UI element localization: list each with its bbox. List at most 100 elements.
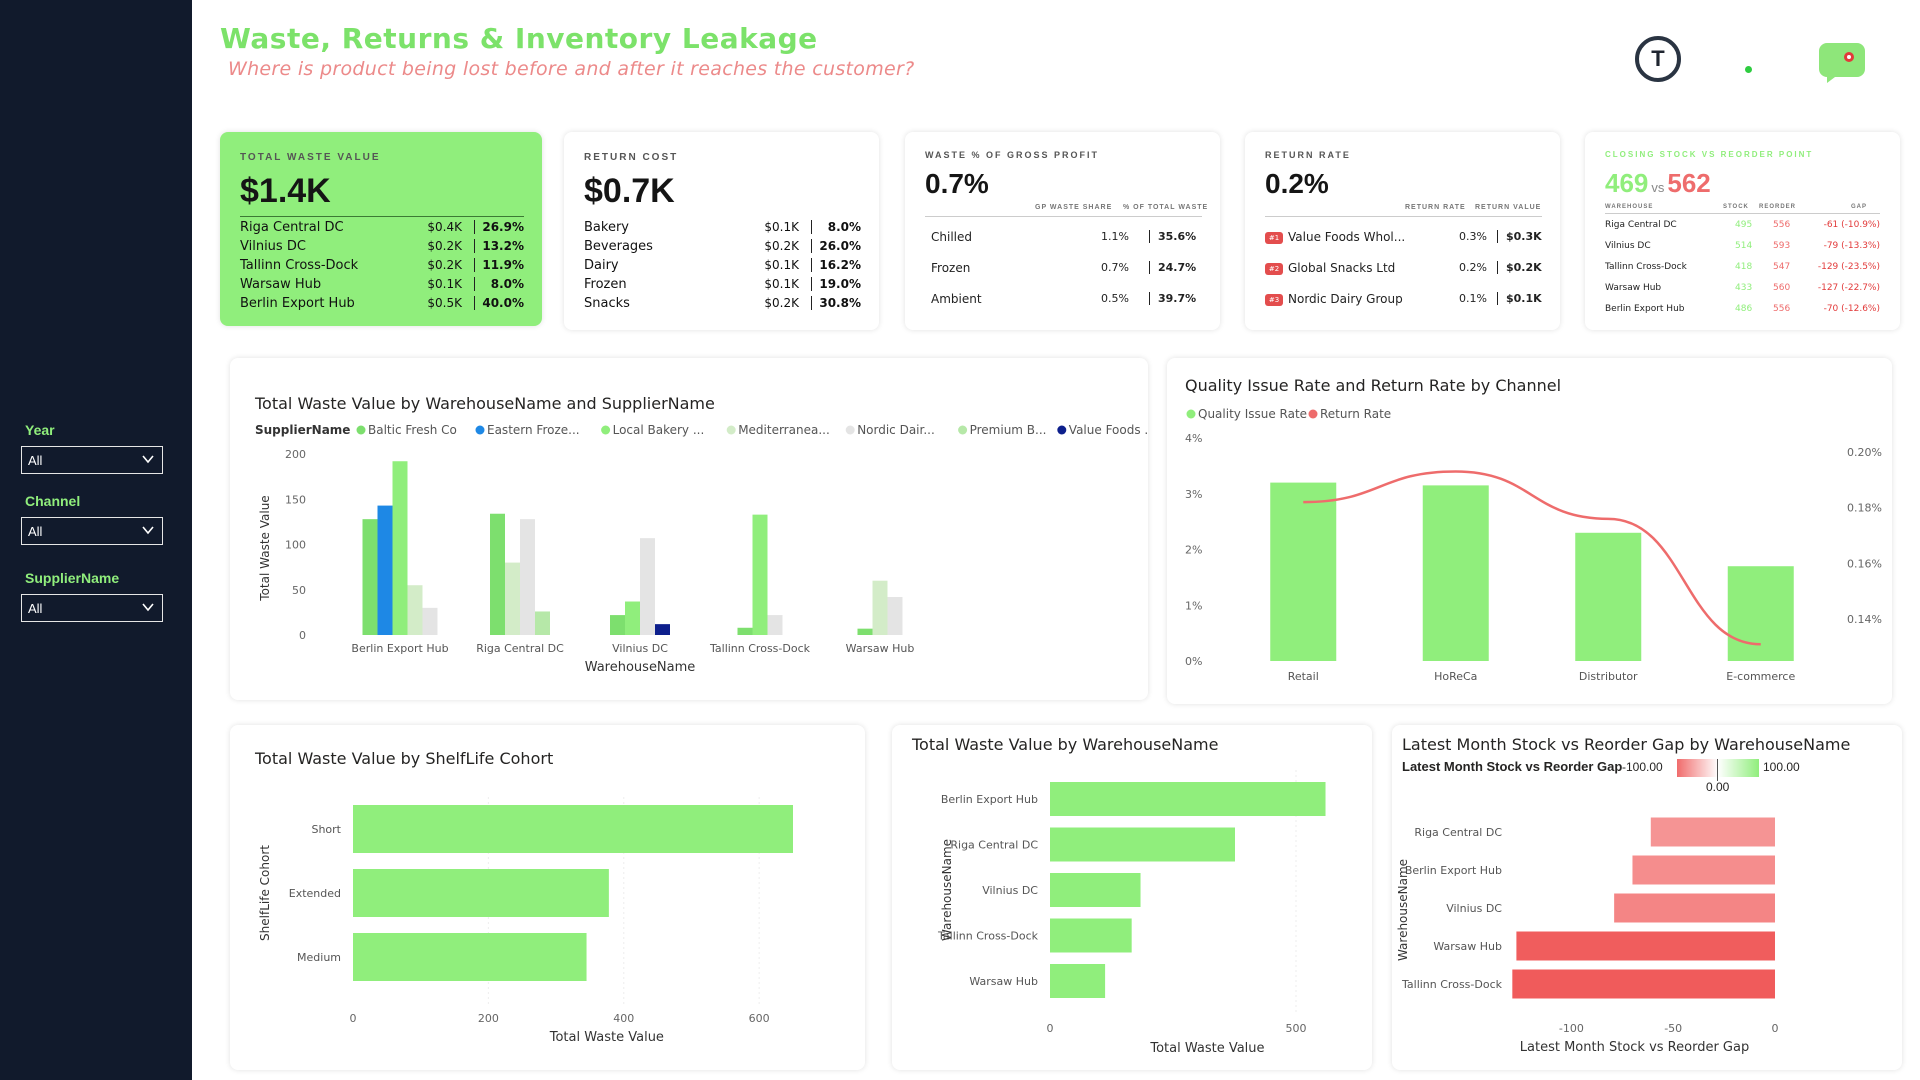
kpi-card-waste-gp[interactable]: WASTE % OF GROSS PROFIT 0.7% GP WASTE SH… bbox=[905, 132, 1220, 330]
supplier-dropdown[interactable]: All bbox=[21, 594, 163, 622]
bar bbox=[362, 519, 378, 635]
bar bbox=[767, 615, 783, 635]
kpi-card-return-cost[interactable]: RETURN COST $0.7K Bakery $0.1K 8.0% Bevera… bbox=[564, 132, 879, 330]
supplier-dropdown-value: All bbox=[28, 601, 43, 616]
y-tick-label: 3% bbox=[1185, 488, 1202, 501]
y-tick-label: 50 bbox=[292, 584, 306, 597]
x-tick-label: HoReCa bbox=[1434, 670, 1477, 683]
divider bbox=[1605, 213, 1880, 214]
channel-dropdown[interactable]: All bbox=[21, 517, 163, 545]
x-axis-title: Total Waste Value bbox=[1149, 1041, 1264, 1056]
quality-return-rate-visual[interactable]: Quality Issue Rate and Return Rate by Ch… bbox=[1167, 358, 1892, 704]
slicer-label-year: Year bbox=[25, 422, 55, 438]
y-axis-title: ShelfLife Cohort bbox=[258, 845, 272, 941]
legend-marker bbox=[475, 425, 485, 435]
page-title: Waste, Returns & Inventory Leakage bbox=[220, 22, 818, 55]
y-tick-label: Vilnius DC bbox=[1446, 902, 1502, 915]
kpi-row: Bakery $0.1K 8.0% bbox=[584, 220, 861, 235]
y-tick-label: 0 bbox=[299, 629, 306, 642]
x-tick-label: Riga Central DC bbox=[476, 642, 564, 655]
bar bbox=[625, 601, 640, 635]
y-tick-label: Medium bbox=[297, 951, 341, 964]
stock-reorder-gap-visual[interactable]: Latest Month Stock vs Reorder Gap by War… bbox=[1392, 725, 1902, 1070]
legend-label: Mediterranea... bbox=[738, 423, 830, 437]
kpi-caption: RETURN COST bbox=[584, 152, 679, 163]
bar bbox=[610, 615, 625, 635]
bar bbox=[1050, 827, 1235, 862]
x-tick-label: 600 bbox=[749, 1012, 770, 1025]
y-tick-label-right: 0.16% bbox=[1847, 557, 1882, 570]
y-axis-title: WarehouseName bbox=[1396, 859, 1410, 961]
chat-bot-icon[interactable] bbox=[1817, 37, 1867, 83]
bar-chart: Short Extended Medium 0 200 400 600 Total Waste… bbox=[258, 797, 793, 1045]
kpi-value: 0.2% bbox=[1265, 168, 1329, 199]
legend-marker bbox=[1057, 425, 1067, 435]
legend-marker bbox=[958, 425, 968, 435]
kpi-row: Warsaw Hub $0.1K 8.0% bbox=[240, 277, 524, 292]
channel-dropdown-value: All bbox=[28, 524, 43, 539]
legend-marker bbox=[1186, 409, 1196, 419]
bar bbox=[520, 519, 535, 635]
column-header: GAP bbox=[1851, 204, 1868, 210]
legend-marker bbox=[726, 425, 736, 435]
chart-title: Total Waste Value by WarehouseName and S… bbox=[255, 394, 715, 413]
y-axis-title: WarehouseName bbox=[940, 839, 954, 941]
x-axis-title: Total Waste Value bbox=[549, 1030, 664, 1045]
legend-marker bbox=[845, 425, 855, 435]
divider bbox=[240, 216, 524, 217]
column-header: WAREHOUSE bbox=[1605, 204, 1654, 210]
y-tick-label: Riga Central DC bbox=[950, 839, 1038, 852]
chevron-down-icon bbox=[142, 455, 154, 464]
legend-marker bbox=[356, 425, 366, 435]
y-tick-label: 100 bbox=[285, 539, 306, 552]
bar bbox=[1512, 969, 1775, 999]
bar bbox=[377, 505, 393, 635]
kpi-card-stock-reorder[interactable]: CLOSING STOCK VS REORDER POINT 469 vs 562 … bbox=[1585, 132, 1900, 330]
waste-by-warehouse-supplier-visual[interactable]: Total Waste Value by WarehouseName and S… bbox=[230, 358, 1148, 700]
bar bbox=[392, 461, 408, 635]
kpi-row: #3 Nordic Dairy Group 0.1% $0.1K bbox=[1265, 292, 1543, 306]
x-axis-title: Latest Month Stock vs Reorder Gap bbox=[1520, 1040, 1749, 1055]
waste-by-shelflife-visual[interactable]: Total Waste Value by ShelfLife Cohort Sh… bbox=[230, 725, 865, 1070]
kpi-card-total-waste[interactable]: TOTAL WASTE VALUE $1.4K Riga Central DC $… bbox=[220, 132, 542, 326]
gradient-legend-marker bbox=[1717, 759, 1718, 781]
bar bbox=[535, 611, 550, 635]
y-tick-label: Berlin Export Hub bbox=[941, 793, 1038, 806]
rank-badge: #2 bbox=[1265, 262, 1283, 275]
y-tick-label: Short bbox=[311, 823, 341, 836]
stock-row: Berlin Export Hub 486 556 -70 (-12.6%) bbox=[1605, 304, 1880, 314]
kpi-value: 0.7% bbox=[925, 168, 989, 199]
bar bbox=[1650, 817, 1775, 847]
legend-marker bbox=[601, 425, 611, 435]
legend-label: Premium B... bbox=[970, 423, 1047, 437]
x-tick-label: Retail bbox=[1288, 670, 1319, 683]
bar bbox=[1050, 918, 1132, 953]
kpi-value: 469 vs 562 bbox=[1605, 168, 1711, 198]
kpi-card-return-rate[interactable]: RETURN RATE 0.2% RETURN RATE RETURN VALU… bbox=[1245, 132, 1560, 330]
y-tick-label: Extended bbox=[289, 887, 341, 900]
combo-chart: Quality Issue Rate Return Rate 0% 1% 2% 3% 4% 0… bbox=[1185, 407, 1882, 683]
bar bbox=[872, 580, 888, 635]
y-tick-label: 200 bbox=[285, 448, 306, 461]
y-tick-label: Warsaw Hub bbox=[1433, 940, 1502, 953]
divider bbox=[1265, 216, 1542, 217]
x-tick-label: E-commerce bbox=[1726, 670, 1795, 683]
y-tick-label-right: 0.18% bbox=[1847, 502, 1882, 515]
column-header: REORDER bbox=[1759, 204, 1797, 210]
waste-by-warehouse-visual[interactable]: Total Waste Value by WarehouseName Berli… bbox=[892, 725, 1372, 1070]
chevron-down-icon bbox=[142, 526, 154, 535]
x-tick-label: 500 bbox=[1286, 1022, 1307, 1035]
slicer-label-channel: Channel bbox=[25, 493, 81, 509]
gradient-legend-mid: 0.00 bbox=[1706, 780, 1730, 794]
grouped-bar-chart: SupplierName Baltic Fresh Co Eastern Froze… bbox=[255, 423, 1148, 675]
chevron-down-icon bbox=[142, 603, 154, 612]
kpi-caption: CLOSING STOCK VS REORDER POINT bbox=[1605, 150, 1814, 159]
rank-badge: #3 bbox=[1265, 293, 1283, 306]
x-tick-label: Berlin Export Hub bbox=[351, 642, 448, 655]
rank-badge: #1 bbox=[1265, 231, 1283, 244]
bar bbox=[353, 805, 793, 853]
year-dropdown[interactable]: All bbox=[21, 446, 163, 474]
x-tick-label: -50 bbox=[1664, 1022, 1682, 1035]
kpi-row: Frozen $0.1K 19.0% bbox=[584, 277, 861, 292]
y-tick-label: Warsaw Hub bbox=[969, 975, 1038, 988]
